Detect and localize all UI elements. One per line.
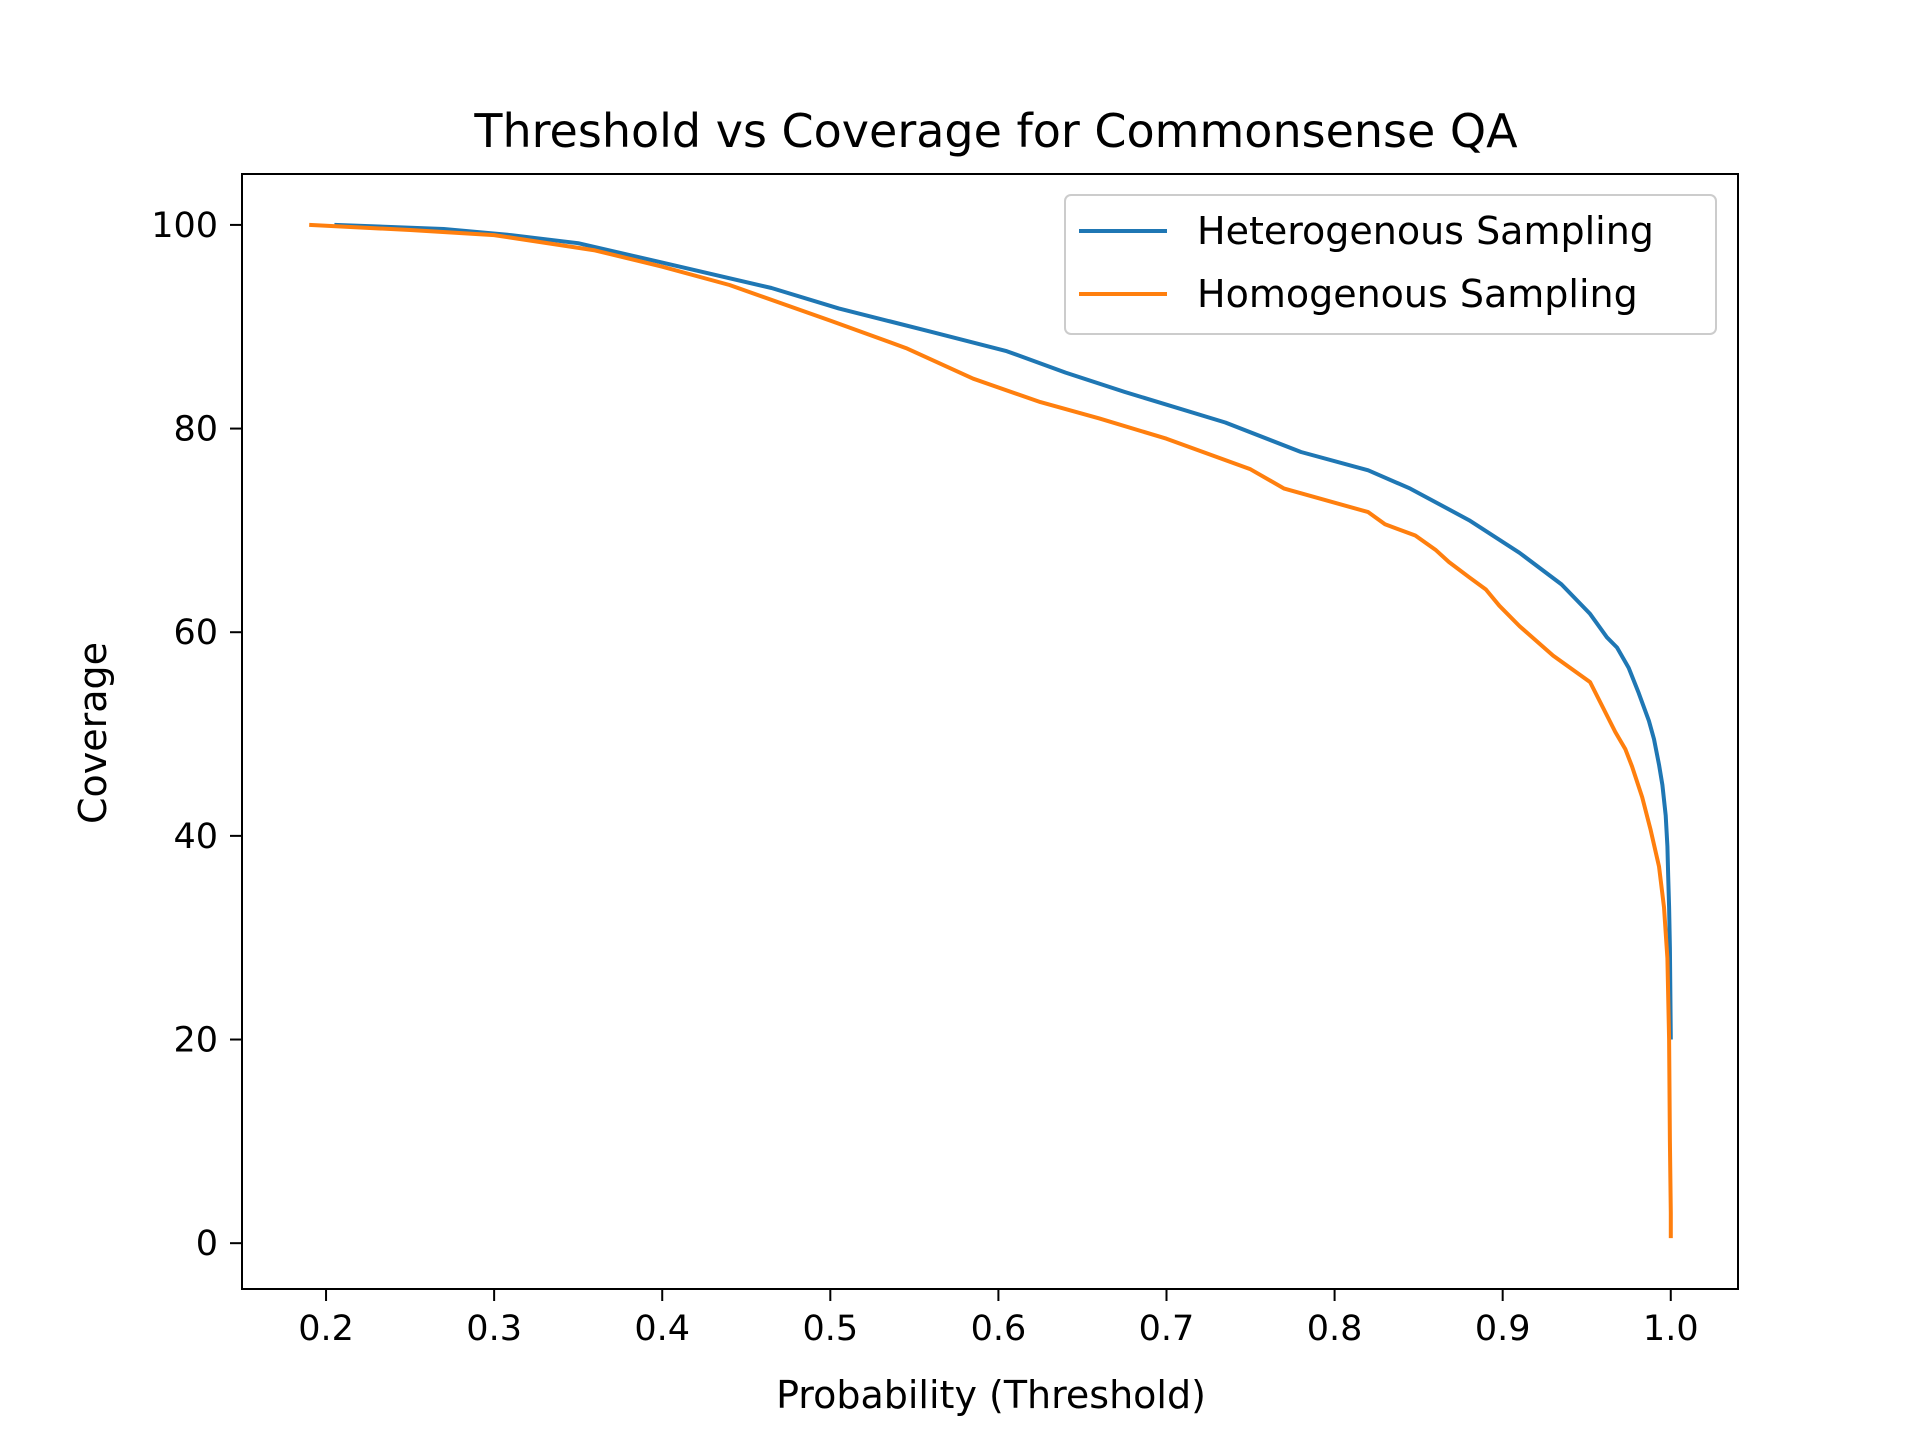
y-axis-label: Coverage bbox=[71, 642, 115, 824]
x-tick-label: 0.2 bbox=[298, 1309, 354, 1349]
x-tick-label: 0.3 bbox=[466, 1309, 522, 1349]
y-tick-label: 80 bbox=[173, 410, 218, 450]
legend-box bbox=[1064, 194, 1717, 335]
y-tick-label: 0 bbox=[196, 1224, 218, 1264]
x-tick-label: 0.9 bbox=[1475, 1309, 1531, 1349]
y-tick-label: 100 bbox=[151, 206, 218, 246]
legend: Heterogenous Sampling Homogenous Sampling bbox=[1064, 194, 1717, 335]
series-line-1 bbox=[334, 222, 1673, 1040]
x-tick-label: 1.0 bbox=[1643, 1309, 1699, 1349]
x-tick-label: 0.6 bbox=[971, 1309, 1027, 1349]
y-tick-label: 40 bbox=[173, 817, 218, 857]
series-line-2 bbox=[309, 222, 1673, 1239]
legend-label-1: Heterogenous Sampling bbox=[1197, 209, 1654, 253]
x-axis: 0.2 0.3 0.4 0.5 0.6 0.7 0.8 0.9 1.0 bbox=[298, 1289, 1699, 1349]
plot-lines bbox=[309, 222, 1673, 1239]
x-tick-label: 0.5 bbox=[802, 1309, 858, 1349]
chart-title: Threshold vs Coverage for Commonsense QA bbox=[473, 104, 1518, 158]
x-axis-label: Probability (Threshold) bbox=[776, 1373, 1206, 1417]
x-tick-label: 0.4 bbox=[634, 1309, 690, 1349]
plot-frame bbox=[241, 173, 1739, 1290]
x-tick-label: 0.8 bbox=[1307, 1309, 1363, 1349]
y-axis: 0 20 40 60 80 100 bbox=[151, 206, 242, 1264]
x-tick-label: 0.7 bbox=[1139, 1309, 1195, 1349]
y-tick-label: 60 bbox=[173, 613, 218, 653]
legend-label-2: Homogenous Sampling bbox=[1197, 272, 1638, 316]
y-tick-label: 20 bbox=[173, 1021, 218, 1061]
